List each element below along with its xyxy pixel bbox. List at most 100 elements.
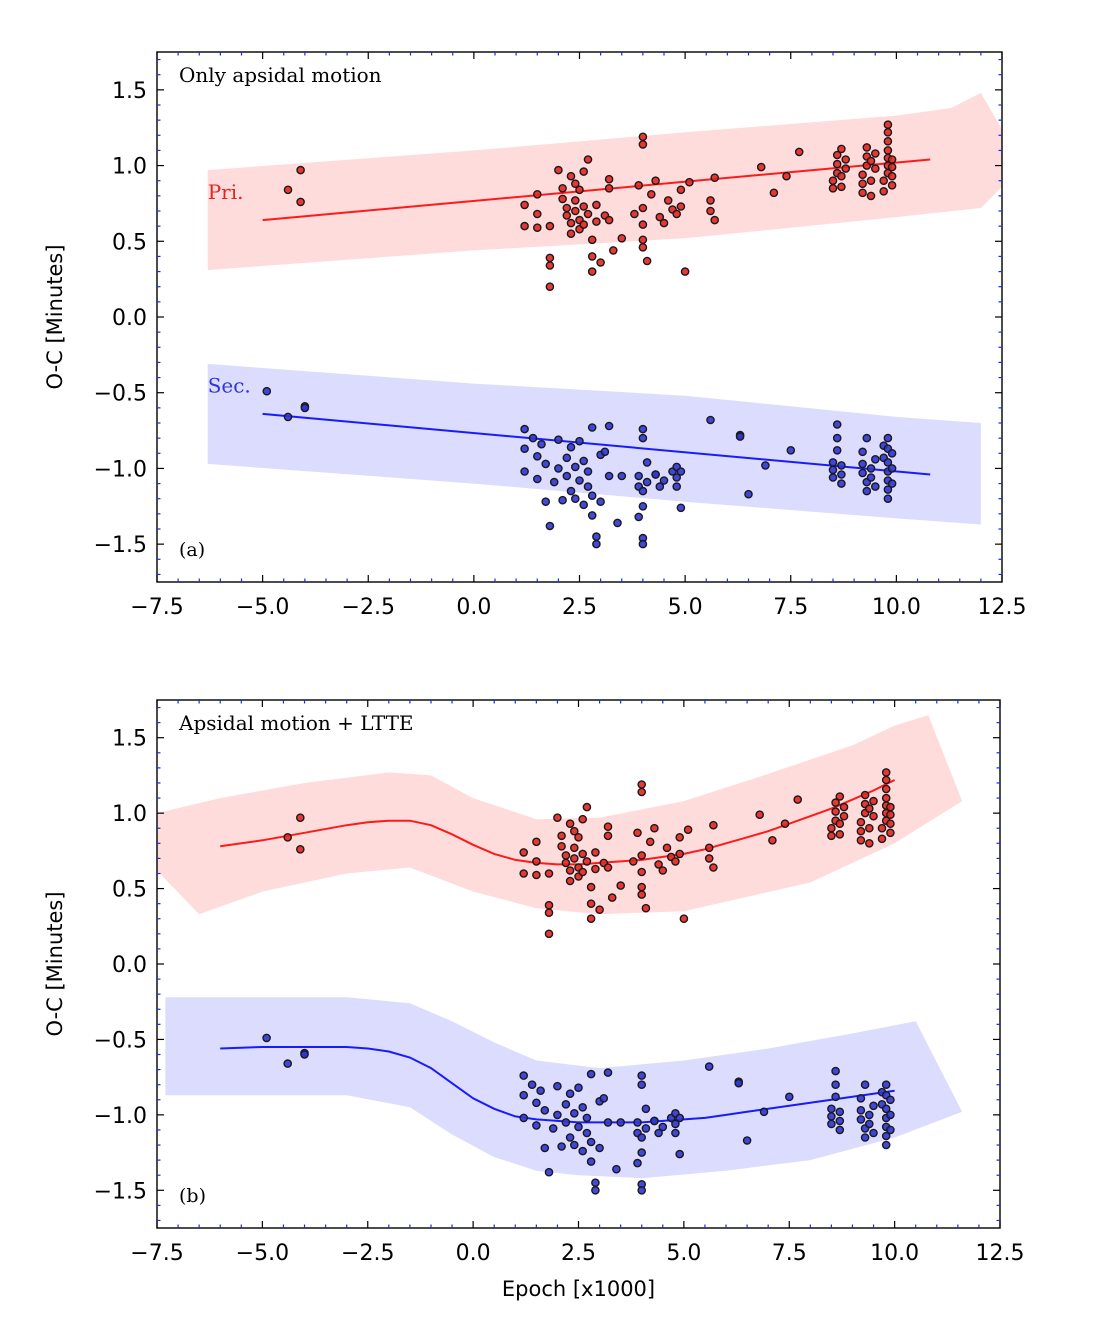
data-point [647, 189, 656, 199]
panel-a-plot: −7.5 −5.0 −2.5 0.0 2.5 5.0 7.5 10.0 12.5 1.5 1.0 0.… [43, 51, 1027, 620]
data-point [587, 423, 597, 432]
data-point [587, 267, 597, 276]
data-point [574, 833, 583, 842]
data-point [637, 1186, 647, 1195]
data-point [603, 863, 613, 872]
data-point [860, 1133, 870, 1142]
data-point [735, 432, 745, 441]
data-point [780, 819, 790, 829]
x-tick-label: 12.5 [976, 1241, 1025, 1266]
data-point [565, 866, 575, 875]
data-point [519, 1071, 529, 1080]
data-point [680, 267, 690, 276]
x-tick-label: 12.5 [978, 595, 1027, 620]
data-point [617, 233, 627, 243]
model-line [262, 412, 931, 476]
data-point [883, 136, 893, 146]
data-point [835, 1125, 845, 1135]
data-point [587, 511, 597, 520]
data-point [591, 848, 600, 857]
data-point [586, 882, 596, 892]
data-point [860, 1080, 870, 1089]
data-point [595, 1143, 604, 1153]
data-point [869, 811, 878, 821]
data-point [562, 211, 572, 220]
data-point [520, 444, 529, 454]
x-tick-label: 2.5 [561, 1241, 596, 1266]
data-point [706, 206, 715, 216]
data-point [604, 471, 614, 481]
data-point [582, 1128, 592, 1138]
data-point [582, 802, 592, 812]
data-point [557, 1142, 566, 1151]
panel-label: (b) [179, 1185, 206, 1207]
data-point [634, 512, 644, 522]
data-point [881, 1131, 891, 1141]
data-point [831, 1092, 840, 1102]
data-point [616, 1118, 626, 1127]
data-point [638, 486, 648, 496]
data-point [300, 403, 310, 413]
data-point [565, 819, 575, 829]
data-point [596, 497, 605, 507]
y-tick-label: 1.5 [112, 727, 147, 752]
data-point [886, 1125, 895, 1135]
data-point [877, 823, 887, 833]
y-tick-label: −0.5 [94, 1028, 147, 1053]
data-point [633, 1158, 642, 1168]
data-point [604, 421, 614, 431]
panel-annotation: Apsidal motion + LTTE [178, 711, 414, 735]
data-point [866, 156, 876, 166]
data-point [883, 485, 893, 494]
data-point [837, 182, 846, 192]
data-point [756, 162, 766, 172]
data-point [871, 149, 880, 158]
data-point [858, 179, 867, 188]
data-point [831, 807, 840, 816]
data-point [641, 1124, 651, 1133]
data-point [761, 461, 770, 470]
data-point [637, 882, 647, 892]
data-point [675, 833, 685, 842]
data-point [295, 813, 305, 823]
data-point [520, 424, 529, 434]
data-point [587, 252, 597, 261]
data-point [856, 826, 866, 836]
data-point [592, 532, 601, 541]
data-point [545, 253, 555, 263]
data-point [578, 1103, 588, 1112]
x-tick-label: −2.5 [342, 595, 395, 620]
data-point [537, 439, 546, 449]
data-point [283, 833, 293, 842]
data-point [871, 454, 880, 464]
data-point [832, 420, 842, 429]
data-point [533, 223, 542, 232]
data-point [562, 471, 572, 481]
panel-annotation: Only apsidal motion [179, 63, 382, 87]
data-point [586, 1069, 596, 1079]
data-point [262, 1033, 271, 1043]
data-point [578, 1146, 588, 1156]
data-point [828, 183, 838, 193]
data-point [886, 810, 895, 820]
data-point [283, 185, 293, 195]
data-point [587, 491, 597, 501]
data-point [545, 221, 555, 231]
data-point [533, 189, 542, 199]
data-point [856, 1094, 866, 1103]
data-point [571, 196, 580, 205]
data-point [562, 203, 572, 213]
data-point [527, 1080, 537, 1089]
data-point [566, 486, 576, 496]
data-point [835, 1116, 845, 1126]
data-point [545, 261, 555, 270]
data-point [548, 1124, 558, 1133]
data-point [544, 869, 554, 878]
data-point [866, 191, 876, 201]
x-tick-label: −2.5 [341, 1241, 394, 1266]
data-point [565, 876, 575, 886]
data-point [879, 186, 889, 196]
data-point [831, 1080, 840, 1089]
data-point [570, 1109, 579, 1118]
data-point [262, 386, 272, 396]
